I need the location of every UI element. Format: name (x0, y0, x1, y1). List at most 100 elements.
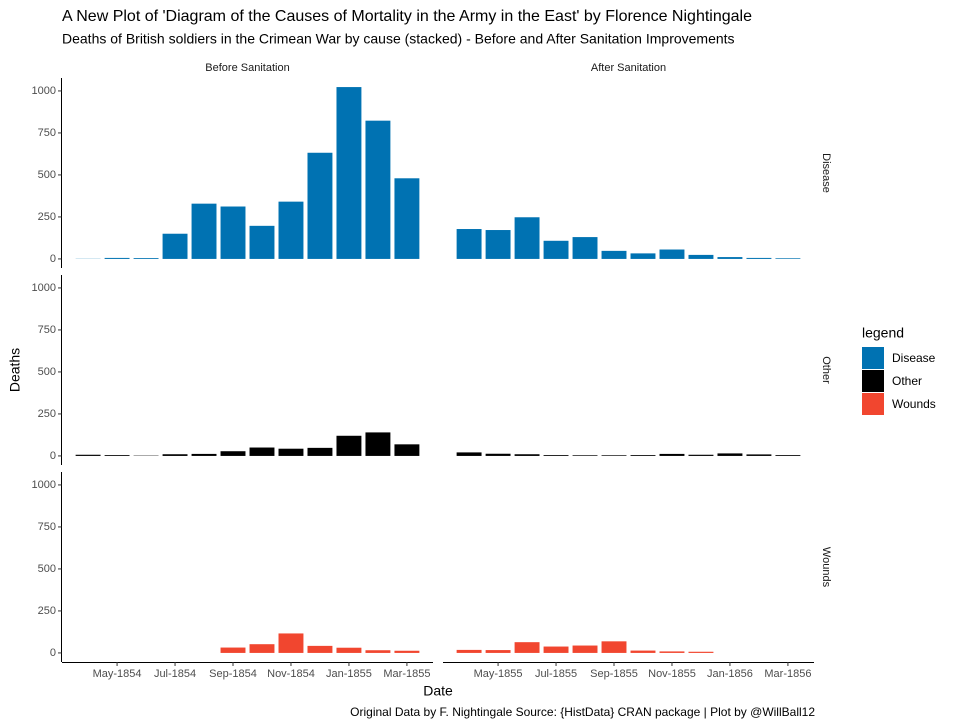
bar (514, 217, 540, 259)
bar (336, 435, 362, 456)
bar (746, 257, 772, 259)
bar (278, 633, 304, 653)
bar (456, 452, 482, 456)
x-tick-label: Sep-1854 (209, 668, 257, 680)
y-tick-label: 750 (38, 127, 56, 139)
bar (514, 454, 540, 456)
legend-key (862, 347, 884, 369)
bar (775, 455, 801, 456)
y-tick-label: 1000 (32, 479, 56, 491)
x-tick-label: Jan-1856 (707, 668, 753, 680)
x-tick-label: Sep-1855 (590, 668, 638, 680)
bar (601, 250, 627, 259)
bar (514, 642, 540, 653)
bar (133, 258, 159, 259)
bar (659, 651, 685, 653)
bar (162, 233, 188, 259)
x-tick-label: Jul-1854 (154, 668, 196, 680)
y-tick-label: 500 (38, 366, 56, 378)
bar (394, 650, 420, 653)
bar (688, 454, 714, 456)
bar (630, 455, 656, 456)
bar (220, 647, 246, 653)
legend-title: legend (862, 325, 904, 341)
bar (365, 650, 391, 653)
chart-subtitle: Deaths of British soldiers in the Crimea… (62, 31, 735, 47)
legend-key (862, 370, 884, 392)
bar (104, 455, 130, 456)
bar (365, 432, 391, 456)
y-tick-label: 750 (38, 521, 56, 533)
bar (572, 645, 598, 653)
bar (775, 258, 801, 259)
bar (278, 201, 304, 259)
y-tick-label: 250 (38, 605, 56, 617)
y-axis-label: Deaths (7, 348, 23, 392)
bar (278, 448, 304, 456)
bar (659, 453, 685, 456)
bar (688, 254, 714, 259)
y-tick-label: 0 (50, 647, 56, 659)
bar (572, 455, 598, 456)
caption: Original Data by F. Nightingale Source: … (350, 705, 815, 719)
y-tick-label: 1000 (32, 85, 56, 97)
y-tick-label: 250 (38, 211, 56, 223)
bar (75, 454, 101, 456)
x-tick-label: Nov-1854 (267, 668, 315, 680)
chart-title: A New Plot of 'Diagram of the Causes of … (62, 8, 752, 25)
bar (104, 257, 130, 259)
bar (394, 178, 420, 259)
bar (572, 237, 598, 259)
bar (394, 444, 420, 456)
row-strip-label: Disease (820, 153, 832, 193)
y-tick-label: 250 (38, 408, 56, 420)
bar (307, 152, 333, 259)
bar (717, 453, 743, 456)
bar (717, 257, 743, 259)
bar (456, 649, 482, 653)
facet-label: Before Sanitation (205, 62, 289, 74)
bar (485, 230, 511, 259)
bar (336, 647, 362, 653)
x-tick-label: Jul-1855 (535, 668, 577, 680)
y-tick-label: 0 (50, 450, 56, 462)
bar (543, 646, 569, 653)
bar (456, 229, 482, 259)
bar (601, 641, 627, 653)
legend-label: Other (892, 374, 922, 388)
y-tick-label: 1000 (32, 282, 56, 294)
bar (659, 249, 685, 259)
bar (307, 447, 333, 456)
bar (220, 451, 246, 456)
bar (485, 650, 511, 653)
bar (688, 651, 714, 653)
x-tick-label: May-1855 (474, 668, 523, 680)
bar (601, 455, 627, 456)
facet-label: After Sanitation (591, 62, 666, 74)
bar (630, 253, 656, 259)
legend-label: Disease (892, 351, 936, 365)
bar (162, 454, 188, 456)
y-tick-label: 750 (38, 324, 56, 336)
y-tick-label: 0 (50, 253, 56, 265)
bar (485, 453, 511, 456)
x-tick-label: Nov-1855 (648, 668, 696, 680)
bar (543, 455, 569, 456)
x-axis-label: Date (423, 683, 453, 699)
legend-key (862, 393, 884, 415)
x-tick-label: May-1854 (93, 668, 142, 680)
bar (249, 644, 275, 653)
bar (220, 206, 246, 259)
bar (630, 650, 656, 653)
bar (191, 453, 217, 456)
bar (336, 87, 362, 259)
y-tick-label: 500 (38, 563, 56, 575)
row-strip-label: Other (820, 356, 832, 384)
bar (365, 120, 391, 259)
x-tick-label: Mar-1855 (383, 668, 430, 680)
y-tick-label: 500 (38, 169, 56, 181)
x-tick-label: Jan-1855 (326, 668, 372, 680)
bar (543, 240, 569, 259)
bar (191, 203, 217, 259)
